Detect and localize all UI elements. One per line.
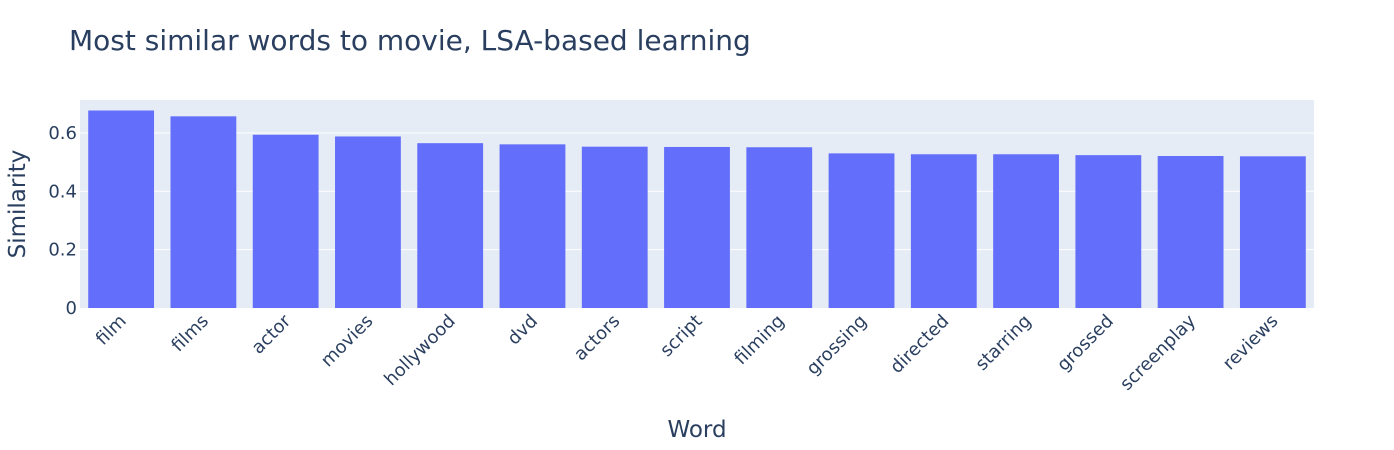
bar-actors <box>581 146 648 308</box>
x-tick-label: actor <box>248 310 296 358</box>
x-tick-label: screenplay <box>1116 310 1200 394</box>
bar-screenplay <box>1157 156 1224 308</box>
x-tick-label: actors <box>570 311 624 365</box>
bar-grossed <box>1075 155 1142 308</box>
bar-hollywood <box>417 143 484 308</box>
y-tick-label: 0.4 <box>48 181 77 202</box>
x-tick-label: hollywood <box>380 311 459 390</box>
chart-title: Most similar words to movie, LSA-based l… <box>69 24 751 57</box>
x-tick-label: reviews <box>1219 311 1283 375</box>
y-axis-ticks: 0 0.2 0.4 0.6 <box>48 123 77 319</box>
y-axis-title: Similarity <box>5 150 31 259</box>
x-tick-label: starring <box>971 311 1035 375</box>
x-tick-label: films <box>167 311 212 356</box>
bar-starring <box>993 154 1059 308</box>
x-tick-label: movies <box>317 311 378 372</box>
x-tick-label: dvd <box>503 311 542 350</box>
x-tick-label: filming <box>730 311 788 369</box>
x-tick-label: film <box>92 311 131 350</box>
y-tick-label: 0.2 <box>48 240 77 261</box>
x-tick-label: grossed <box>1053 311 1118 376</box>
bar-actor <box>252 134 319 308</box>
y-tick-label: 0 <box>66 298 77 319</box>
bars <box>88 110 1306 308</box>
x-tick-label: directed <box>886 311 953 378</box>
bar-movies <box>335 136 401 308</box>
y-tick-label: 0.6 <box>48 123 77 144</box>
bar-script <box>664 146 730 308</box>
bar-reviews <box>1239 156 1306 308</box>
bar-grossing <box>828 153 895 308</box>
x-axis-title: Word <box>667 417 726 443</box>
x-axis-ticks: film films actor movies hollywood dvd actors sc… <box>92 310 1283 395</box>
bar-filming <box>746 147 813 308</box>
bar-film <box>88 110 155 308</box>
bar-films <box>170 116 237 308</box>
x-tick-label: grossing <box>802 311 871 380</box>
bar-dvd <box>499 144 566 308</box>
x-tick-label: script <box>656 311 706 361</box>
bar-directed <box>910 154 977 308</box>
